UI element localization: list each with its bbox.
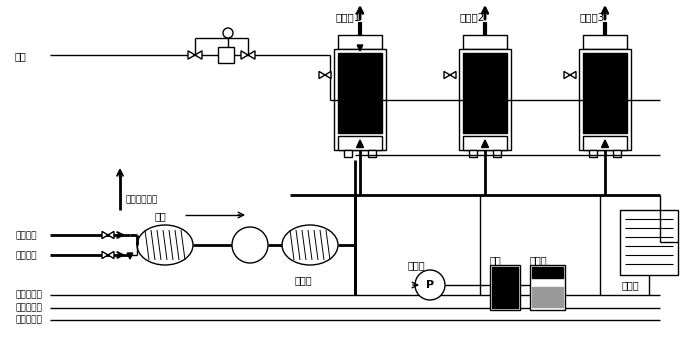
Polygon shape [188, 51, 202, 59]
Ellipse shape [137, 225, 193, 265]
Bar [463, 35, 507, 49]
Polygon shape [602, 140, 609, 147]
Bar [459, 49, 511, 150]
Bar [338, 53, 382, 133]
Text: 空氣: 空氣 [155, 211, 167, 221]
Bar [493, 150, 501, 157]
Polygon shape [357, 45, 363, 51]
Text: 吸附刨1: 吸附刨1 [335, 12, 360, 22]
Bar [492, 267, 518, 308]
Text: 冷卻器: 冷卻器 [295, 275, 313, 285]
Text: 排液泵: 排液泵 [408, 260, 426, 270]
Text: P: P [426, 280, 434, 290]
Bar [490, 265, 520, 310]
Bar [463, 136, 507, 150]
Circle shape [223, 28, 233, 38]
Polygon shape [319, 71, 331, 78]
Bar [334, 49, 386, 150]
Bar [613, 150, 621, 157]
Polygon shape [102, 231, 114, 239]
Text: 吸陔刨3: 吸陔刨3 [580, 12, 605, 22]
Bar [579, 49, 631, 150]
Bar [463, 53, 507, 133]
Ellipse shape [282, 225, 338, 265]
Bar [532, 287, 563, 307]
Polygon shape [127, 253, 132, 259]
Text: 高溫尾氣: 高溫尾氣 [15, 232, 37, 240]
Circle shape [232, 227, 268, 263]
Text: 分層槽: 分層槽 [530, 255, 548, 265]
Text: 儲槽: 儲槽 [490, 255, 502, 265]
Bar [583, 53, 627, 133]
Circle shape [341, 54, 353, 66]
Text: 吸附刨2: 吸附刨2 [460, 12, 485, 22]
Bar [218, 47, 234, 63]
Circle shape [415, 270, 445, 300]
Bar [583, 136, 627, 150]
Text: 低溫尾氣: 低溫尾氣 [15, 251, 37, 260]
Polygon shape [444, 71, 456, 78]
Polygon shape [102, 251, 114, 259]
Bar [589, 150, 597, 157]
Polygon shape [241, 51, 255, 59]
Bar [532, 267, 563, 278]
Bar [368, 150, 376, 157]
Polygon shape [357, 140, 364, 147]
Text: 蒸汽: 蒸汽 [15, 51, 27, 61]
Text: 冷卻水回水: 冷卻水回水 [15, 315, 42, 325]
Polygon shape [482, 140, 489, 147]
Bar [469, 150, 477, 157]
Bar [338, 35, 382, 49]
Bar [583, 35, 627, 49]
Text: 事故尾氣排放: 事故尾氣排放 [125, 195, 157, 205]
Text: 冷凝器: 冷凝器 [622, 280, 640, 290]
Bar [338, 136, 382, 150]
Polygon shape [564, 71, 576, 78]
Bar [344, 150, 352, 157]
Bar [620, 210, 678, 275]
Text: 溶劑回收液: 溶劑回收液 [15, 290, 42, 300]
Bar [530, 265, 565, 310]
Text: 冷卻水上水: 冷卻水上水 [15, 303, 42, 313]
